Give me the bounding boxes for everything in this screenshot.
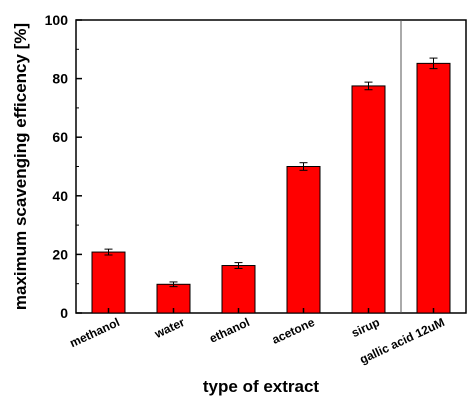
x-tick-label: sirup: [349, 315, 382, 340]
plot-area: [75, 19, 467, 314]
y-tick-label: 20: [52, 246, 68, 262]
bar: [286, 166, 321, 314]
y-axis-ticks: 0 20 40 60 80 100: [45, 12, 82, 321]
x-tick-label: methanol: [68, 315, 122, 350]
plot-frame: [75, 19, 467, 314]
y-tick-label: 0: [60, 305, 68, 321]
bar: [416, 62, 451, 314]
bar: [351, 85, 386, 314]
x-tick-label: ethanol: [207, 315, 252, 346]
y-tick-label: 60: [52, 129, 68, 145]
y-axis-title: maximum scavenging efficency [%]: [11, 23, 30, 310]
x-tick-label: water: [152, 315, 188, 341]
y-tick-label: 40: [52, 188, 68, 204]
x-axis-title: type of extract: [203, 377, 320, 396]
y-tick-label: 100: [45, 12, 69, 28]
bar: [91, 251, 126, 314]
x-tick-label: acetone: [270, 315, 317, 347]
y-tick-label: 80: [52, 71, 68, 87]
bar: [221, 265, 256, 314]
bars: [91, 57, 451, 314]
